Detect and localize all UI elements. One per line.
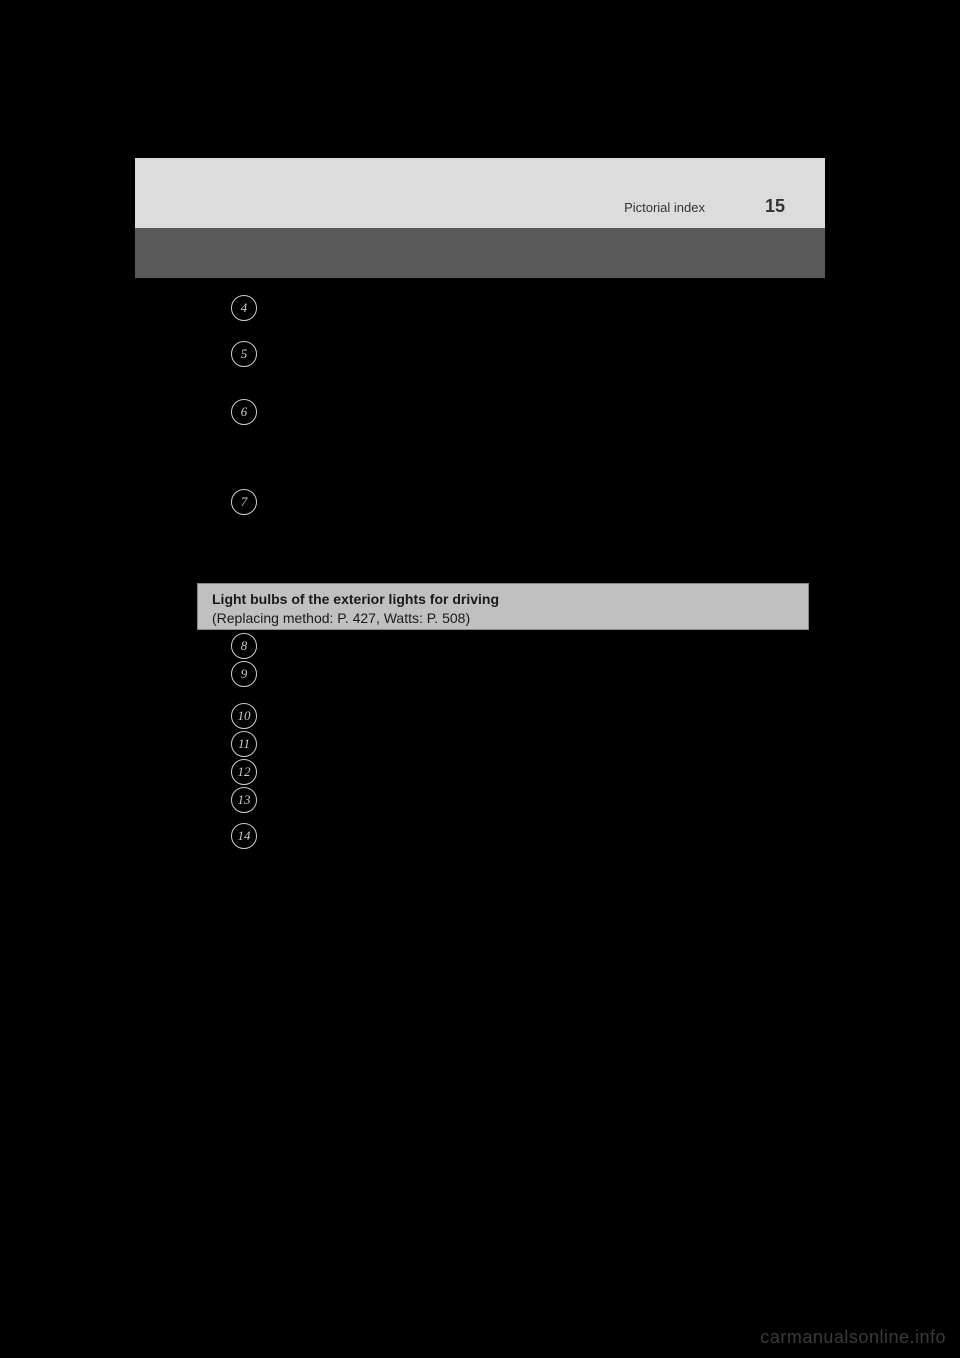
item-group-2: 6 <box>231 402 811 430</box>
circled-number-icon: 10 <box>231 703 257 729</box>
callout-title: Light bulbs of the exterior lights for d… <box>212 590 794 609</box>
list-item: 4 <box>231 298 811 324</box>
circled-number-icon: 6 <box>231 399 257 425</box>
circled-number-icon: 12 <box>231 759 257 785</box>
list-item: 10 <box>231 706 811 732</box>
list-item: 11 <box>231 734 811 760</box>
circled-number-icon: 5 <box>231 341 257 367</box>
list-item: 12 <box>231 762 811 788</box>
item-group-4: 8 9 <box>231 636 811 692</box>
list-item: 7 <box>231 492 811 518</box>
circled-number-icon: 7 <box>231 489 257 515</box>
list-item: 5 <box>231 344 811 370</box>
watermark-text: carmanualsonline.info <box>760 1327 946 1348</box>
circled-number-icon: 9 <box>231 661 257 687</box>
list-item: 9 <box>231 664 811 690</box>
item-group-1: 4 5 <box>231 298 811 372</box>
circled-number-icon: 11 <box>231 731 257 757</box>
list-item: 13 <box>231 790 811 816</box>
section-label: Pictorial index <box>624 200 705 215</box>
item-group-3: 7 <box>231 492 811 520</box>
manual-page: Pictorial index 15 4 5 6 7 Light bulbs o… <box>135 158 825 1216</box>
circled-number-icon: 8 <box>231 633 257 659</box>
list-item: 14 <box>231 826 811 852</box>
item-group-5: 10 11 12 13 <box>231 706 811 818</box>
header-bar: Pictorial index 15 <box>135 158 825 228</box>
item-group-6: 14 <box>231 826 811 854</box>
list-item: 8 <box>231 636 811 662</box>
circled-number-icon: 13 <box>231 787 257 813</box>
list-item: 6 <box>231 402 811 428</box>
circled-number-icon: 4 <box>231 295 257 321</box>
circled-number-icon: 14 <box>231 823 257 849</box>
page-number: 15 <box>765 196 785 217</box>
header-dark-band <box>135 228 825 278</box>
callout-subtitle: (Replacing method: P. 427, Watts: P. 508… <box>212 609 794 628</box>
callout-box: Light bulbs of the exterior lights for d… <box>197 583 809 630</box>
